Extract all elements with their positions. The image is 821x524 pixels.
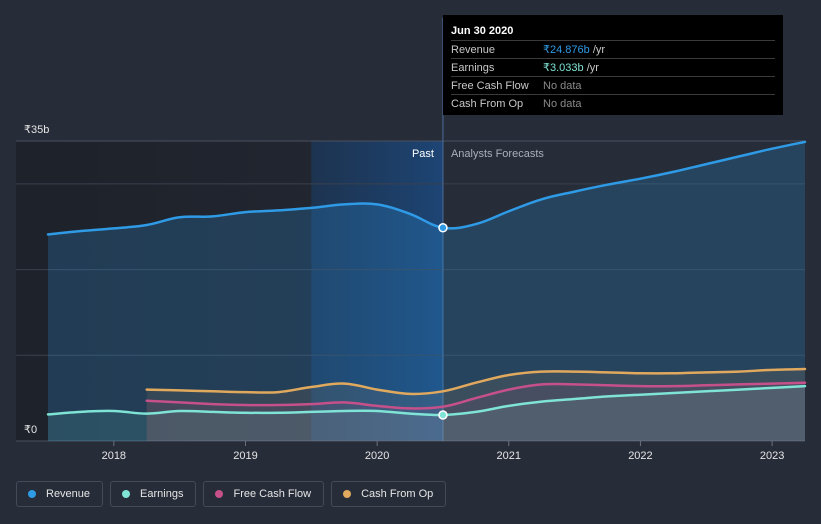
tooltip-row-earnings: Earnings ₹3.033b /yr [451, 58, 775, 76]
x-tick-label: 2019 [233, 450, 257, 462]
revenue-marker[interactable] [438, 223, 448, 233]
earnings-area [48, 386, 805, 441]
tooltip-value: No data [543, 79, 582, 92]
earnings-marker[interactable] [438, 410, 448, 420]
tooltip-unit: /yr [583, 62, 599, 74]
legend-label: Free Cash Flow [233, 488, 312, 500]
tooltip-unit: /yr [589, 44, 606, 56]
x-tick-label: 2018 [102, 450, 126, 462]
tooltip-value: No data [543, 97, 582, 110]
x-tick-label: 2020 [365, 450, 389, 462]
revenue-area [48, 141, 805, 441]
tooltip-row-cash-from-op: Cash From Op No data [451, 94, 775, 112]
tooltip-label: Free Cash Flow [451, 79, 529, 92]
past-label: Past [412, 148, 434, 160]
free-cash-flow-line [145, 381, 807, 410]
data-tooltip: Jun 30 2020 Revenue ₹24.876b /yr Earning… [443, 15, 783, 115]
legend-item-cash-from-op[interactable]: Cash From Op [331, 481, 447, 507]
legend-dot-icon [28, 490, 36, 498]
y-tick-label-min: ₹0 [24, 424, 37, 436]
tooltip-value: ₹3.033b [543, 62, 584, 74]
highlight-band [311, 141, 443, 441]
tooltip-row-revenue: Revenue ₹24.876b /yr [451, 40, 775, 58]
legend-item-earnings[interactable]: Earnings [110, 481, 197, 507]
legend-label: Earnings [140, 488, 184, 500]
tooltip-label: Revenue [451, 43, 496, 56]
legend-label: Cash From Op [361, 488, 434, 500]
tooltip-date: Jun 30 2020 [451, 25, 514, 37]
y-tick-label-max: ₹35b [24, 124, 49, 136]
revenue-line [46, 140, 807, 236]
chart-legend: Revenue Earnings Free Cash Flow Cash Fro… [16, 481, 447, 507]
x-tick-label: 2021 [497, 450, 521, 462]
legend-dot-icon [122, 490, 131, 498]
legend-dot-icon [215, 490, 224, 498]
tooltip-row-free-cash-flow: Free Cash Flow No data [451, 76, 775, 94]
legend-dot-icon [343, 490, 352, 498]
legend-item-revenue[interactable]: Revenue [16, 481, 104, 507]
x-tick-label: 2023 [760, 450, 784, 462]
forecast-label: Analysts Forecasts [451, 148, 544, 160]
tooltip-label: Cash From Op [451, 97, 524, 110]
tooltip-value: ₹24.876b [543, 44, 590, 56]
legend-item-free-cash-flow[interactable]: Free Cash Flow [203, 481, 325, 507]
tooltip-label: Earnings [451, 61, 495, 74]
x-tick-label: 2022 [628, 450, 652, 462]
earnings-line [46, 384, 807, 417]
legend-label: Revenue [46, 488, 91, 500]
cash-from-op-line [145, 367, 807, 396]
